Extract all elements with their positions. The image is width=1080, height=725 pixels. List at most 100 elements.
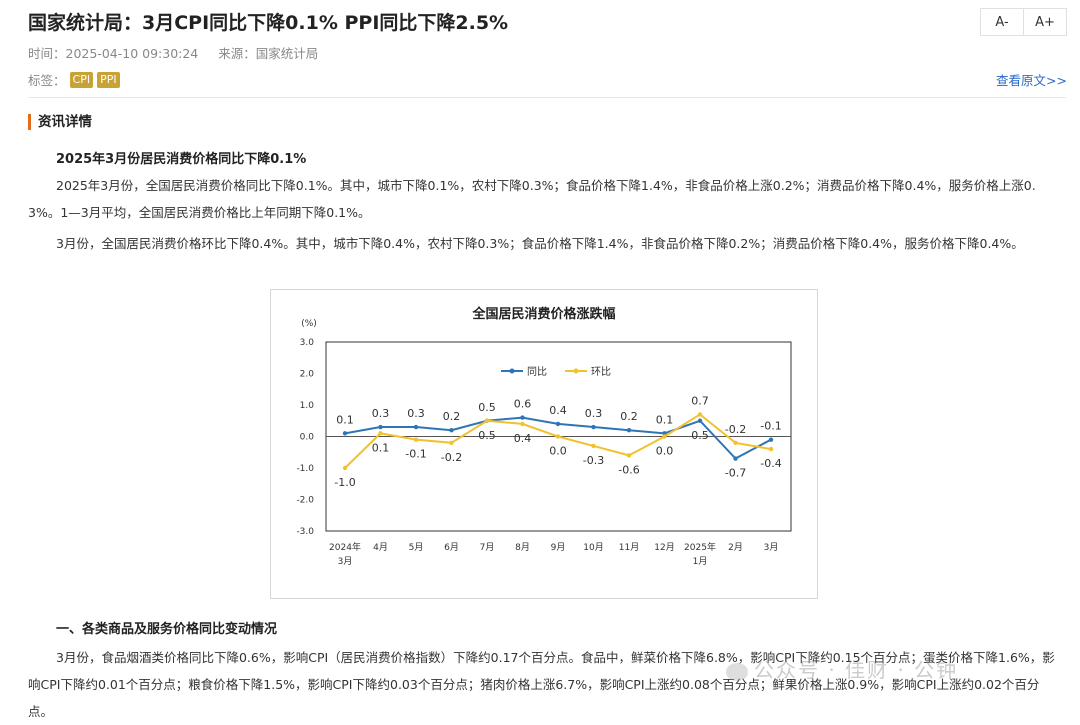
- x-tick-label: 2025年: [684, 541, 716, 553]
- tag-list: 标签： CPI PPI: [28, 70, 120, 89]
- data-point: [733, 456, 738, 461]
- legend-marker-0: [509, 368, 515, 374]
- data-point: [413, 437, 419, 442]
- data-point: [378, 424, 383, 430]
- article-source: 来源：国家统计局: [218, 46, 319, 61]
- x-tick-label: 11月: [619, 542, 639, 553]
- x-tick-label: 8月: [515, 542, 530, 553]
- data-point: [520, 415, 525, 420]
- data-label: 0.3: [372, 407, 390, 420]
- font-increase-button[interactable]: A+: [1023, 8, 1067, 36]
- data-label: 0.5: [691, 429, 709, 442]
- subheading-categories: 一、各类商品及服务价格同比变动情况: [56, 622, 278, 637]
- watermark-text: 公众号 · 佳财 · 公钟: [754, 658, 959, 682]
- x-tick-label: 3月: [338, 556, 353, 567]
- x-tick-label: 10月: [583, 542, 603, 553]
- view-original-link[interactable]: 查看原文>>: [996, 73, 1067, 88]
- data-label: 0.1: [656, 413, 674, 426]
- wechat-icon: [726, 662, 748, 681]
- data-point: [591, 424, 596, 430]
- chart-title: 全国居民消费价格涨跌幅: [471, 306, 615, 322]
- x-tick-label: 7月: [480, 542, 495, 553]
- data-point: [342, 465, 348, 471]
- legend-label: 同比: [527, 366, 547, 378]
- data-label: 0.4: [549, 404, 567, 417]
- data-label: -0.2: [725, 423, 746, 436]
- tag-ppi[interactable]: PPI: [97, 71, 120, 88]
- data-point: [697, 418, 703, 423]
- x-tick-label: 4月: [373, 542, 388, 553]
- data-label: 0.3: [407, 407, 425, 420]
- data-label: 0.6: [514, 398, 532, 411]
- y-tick-label: -1.0: [296, 464, 314, 474]
- section-title: 资讯详情: [28, 114, 92, 130]
- legend-label: 环比: [591, 366, 611, 378]
- x-tick-label: 6月: [444, 542, 459, 553]
- article-meta: 时间：2025-04-10 09:30:24 来源：国家统计局: [28, 43, 334, 62]
- data-point: [555, 434, 561, 439]
- data-label: 0.0: [549, 445, 567, 458]
- data-label: 0.3: [585, 407, 603, 420]
- cpi-line-chart: 全国居民消费价格涨跌幅 (%) 3.0 2.0 1.0 0.0 -1.0 -2.0 -3.0 20…: [296, 306, 792, 567]
- data-point: [484, 418, 490, 423]
- y-tick-label: 1.0: [300, 401, 315, 411]
- tags-label: 标签：: [28, 73, 66, 88]
- data-label: 0.1: [372, 441, 390, 454]
- y-tick-label: 3.0: [300, 338, 315, 348]
- data-point: [768, 437, 774, 442]
- data-label: 0.2: [443, 410, 461, 423]
- data-point: [626, 453, 632, 458]
- subheading-cpi: 2025年3月份居民消费价格同比下降0.1%: [56, 152, 307, 167]
- data-point: [342, 431, 348, 436]
- publish-time: 时间：2025-04-10 09:30:24: [28, 46, 199, 61]
- data-label: -0.3: [583, 454, 604, 467]
- data-point: [449, 428, 454, 433]
- article-title: 国家统计局：3月CPI同比下降0.1% PPI同比下降2.5%: [28, 12, 509, 34]
- data-point: [626, 428, 632, 433]
- data-label: 0.4: [514, 432, 532, 445]
- watermark: 公众号 · 佳财 · 公钟: [726, 654, 958, 683]
- data-label: -0.4: [760, 457, 781, 470]
- data-label: 0.2: [620, 410, 638, 423]
- x-tick-label: 3月: [764, 542, 779, 553]
- data-point: [662, 434, 667, 439]
- header-divider: [28, 97, 1066, 98]
- font-size-controls: A- A+: [980, 8, 1067, 36]
- paragraph-yoy: 2025年3月份，全国居民消费价格同比下降0.1%。其中，城市下降0.1%，农村…: [28, 178, 1036, 220]
- data-label: -1.0: [334, 476, 355, 489]
- paragraph-categories: 3月份，食品烟酒类价格同比下降0.6%，影响CPI（居民消费价格指数）下降约0.…: [28, 650, 1055, 719]
- tag-cpi[interactable]: CPI: [69, 71, 94, 88]
- data-point: [413, 424, 419, 430]
- data-label: -0.6: [618, 463, 639, 476]
- data-label: 0.0: [656, 445, 674, 458]
- y-axis-unit: (%): [301, 319, 317, 329]
- data-label: -0.7: [725, 467, 746, 480]
- data-label: 0.5: [478, 401, 496, 414]
- data-point: [449, 440, 454, 445]
- y-tick-label: -2.0: [296, 496, 314, 506]
- data-point: [662, 431, 667, 436]
- font-decrease-button[interactable]: A-: [980, 8, 1024, 36]
- data-point: [520, 421, 525, 427]
- data-label: -0.1: [405, 448, 426, 461]
- data-label: -0.2: [441, 451, 462, 464]
- data-point: [768, 446, 774, 452]
- data-label: 0.7: [691, 394, 709, 407]
- data-point: [733, 440, 738, 445]
- data-point: [697, 412, 703, 417]
- x-tick-label: 5月: [409, 542, 424, 553]
- data-label: 0.1: [336, 413, 354, 426]
- y-tick-label: 2.0: [300, 370, 315, 380]
- x-tick-label: 12月: [654, 542, 674, 553]
- y-tick-label: 0.0: [300, 433, 315, 443]
- y-tick-label: -3.0: [296, 527, 314, 537]
- paragraph-mom: 3月份，全国居民消费价格环比下降0.4%。其中，城市下降0.4%，农村下降0.3…: [56, 236, 1024, 251]
- legend-marker-1: [573, 368, 579, 374]
- x-tick-label: 9月: [551, 542, 566, 553]
- x-tick-label: 2月: [728, 542, 743, 553]
- data-label: 0.5: [478, 429, 496, 442]
- data-point: [555, 421, 561, 427]
- cpi-chart: 全国居民消费价格涨跌幅 (%) 3.0 2.0 1.0 0.0 -1.0 -2.0 -3.0 20…: [270, 289, 818, 599]
- data-point: [591, 443, 596, 449]
- data-point: [378, 431, 383, 436]
